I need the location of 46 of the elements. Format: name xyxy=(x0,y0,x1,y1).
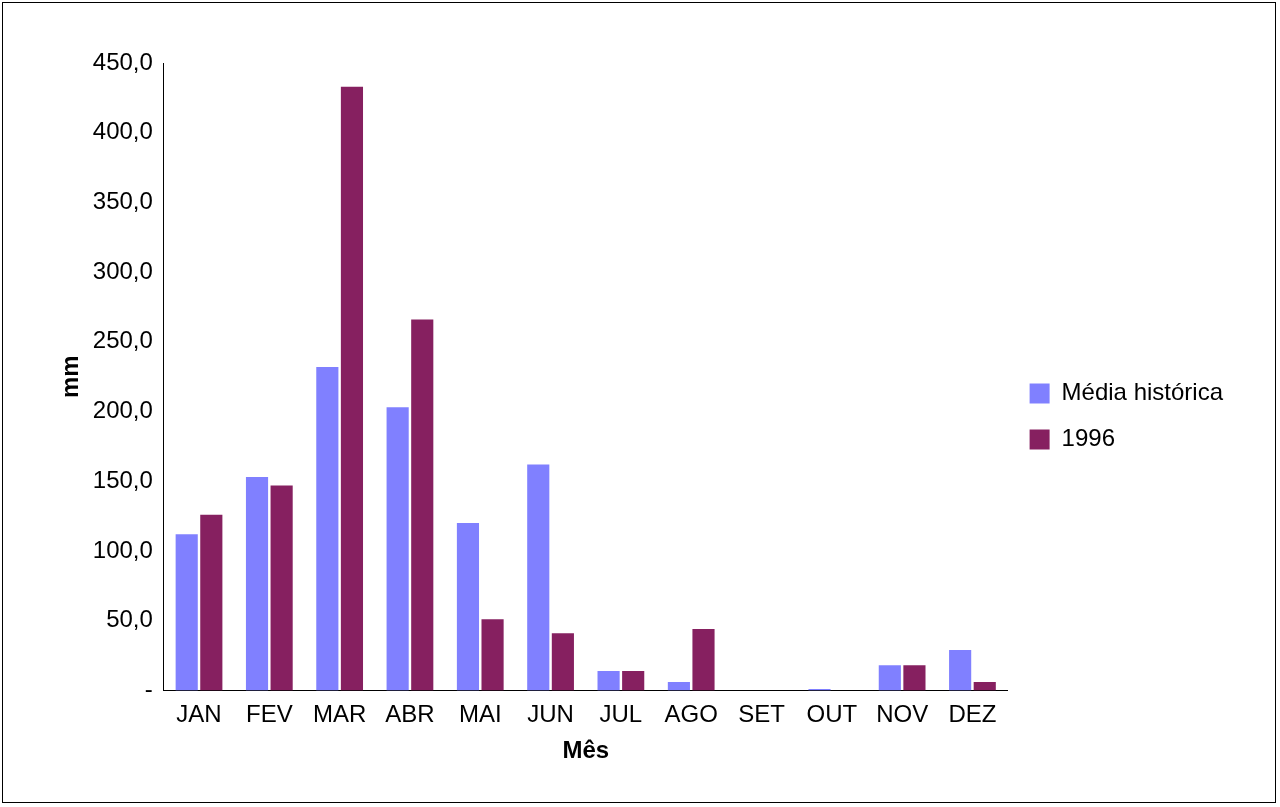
y-tick-label: 150,0 xyxy=(92,465,153,493)
y-tick-label: 100,0 xyxy=(92,535,153,563)
x-tick-label: MAR xyxy=(312,700,367,728)
y-tick-label: 350,0 xyxy=(92,187,153,215)
y-tick-label: - xyxy=(144,675,153,703)
bar xyxy=(411,319,434,691)
x-tick-label: JUN xyxy=(527,700,574,728)
bar xyxy=(481,619,504,691)
bar xyxy=(949,649,972,691)
y-tick-label: 300,0 xyxy=(92,256,153,284)
y-tick-label: 50,0 xyxy=(106,605,153,633)
x-tick-label: NOV xyxy=(876,700,929,728)
x-tick-label: DEZ xyxy=(948,700,997,728)
x-tick-label: ABR xyxy=(385,700,435,728)
x-tick-label: JUL xyxy=(599,700,643,728)
bar xyxy=(551,633,574,691)
y-tick-label: 250,0 xyxy=(92,326,153,354)
bar xyxy=(456,523,480,691)
bar xyxy=(340,86,364,691)
x-tick-label: FEV xyxy=(245,700,293,728)
legend-label: Média histórica xyxy=(1061,378,1224,406)
bar xyxy=(692,629,715,691)
y-axis-title: mm xyxy=(56,355,84,399)
bar xyxy=(527,464,550,691)
y-tick-label: 450,0 xyxy=(92,47,153,75)
bar xyxy=(903,665,926,691)
x-tick-label: OUT xyxy=(806,700,858,728)
y-tick-label: 400,0 xyxy=(92,117,153,145)
bar xyxy=(316,366,339,691)
bar xyxy=(878,665,901,691)
x-tick-label: JAN xyxy=(176,700,222,728)
bar xyxy=(667,682,690,691)
bar xyxy=(622,670,645,691)
x-tick-label: MAI xyxy=(458,700,502,728)
x-axis-title: Mês xyxy=(562,736,610,764)
y-tick-label: 200,0 xyxy=(92,396,153,424)
bar xyxy=(597,670,620,691)
bar xyxy=(175,534,198,691)
bar xyxy=(200,514,223,691)
x-tick-label: AGO xyxy=(664,700,718,728)
x-tick-label: SET xyxy=(738,700,786,728)
legend-label: 1996 xyxy=(1061,424,1115,452)
bar xyxy=(245,477,269,691)
bar xyxy=(973,682,996,691)
bar xyxy=(386,407,409,691)
bar xyxy=(270,485,293,691)
